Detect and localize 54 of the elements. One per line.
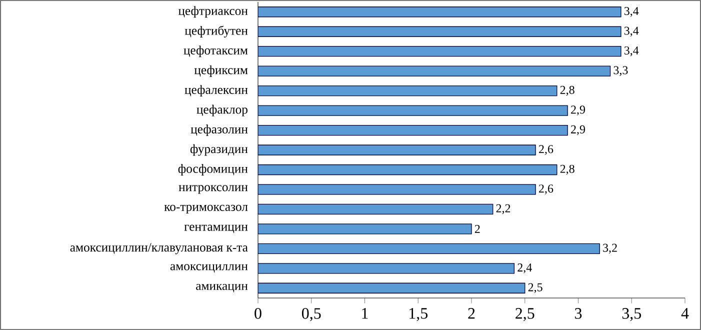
bar [258,26,622,37]
y-tick-label: цефалексин [184,85,248,97]
data-label: 3,2 [603,244,617,254]
data-label: 2 [474,224,480,233]
bar [258,85,558,96]
y-tick-label: цефтибутен [184,26,248,38]
data-label: 2,2 [496,204,510,214]
x-tick-label: 0,5 [302,308,321,322]
y-tick-label: фуразидин [190,144,248,156]
bar [258,6,622,18]
data-label: 3,4 [624,26,639,36]
x-tick-label: 1 [362,308,368,319]
data-label: 3,3 [614,66,628,76]
bar [258,263,515,274]
data-label: 2,5 [528,283,542,294]
y-tick-label: цефаклор [196,104,248,116]
data-label: 3,4 [624,46,639,56]
bar [258,144,536,156]
bar [258,105,568,116]
y-tick-label: цефиксим [194,65,248,77]
x-tick-label: 4 [681,308,689,319]
bar [258,184,536,195]
x-tick-label: 0 [254,308,262,319]
data-label: 2,8 [560,86,574,96]
bar [258,46,622,57]
x-tick-label: 2 [468,308,475,319]
y-tick-label: нитроксолин [178,185,248,194]
data-label: 2,8 [560,164,574,175]
x-tick-label: 2,5 [516,308,534,322]
bar [258,66,611,76]
bar [258,243,600,254]
y-tick-label: фосфомицин [178,164,248,176]
data-label: 2,6 [539,184,554,194]
y-tick-label: амоксициллин [170,264,248,273]
bar [258,164,558,176]
x-tick-label: 3,5 [622,308,641,322]
y-tick-label: цефотаксим [184,46,248,58]
data-label: 2,6 [539,145,554,155]
x-tick-label: 1,5 [410,308,428,322]
bar [258,282,526,294]
bar [258,204,494,215]
y-tick-label: гентамицин [184,224,248,234]
data-label: 2,9 [571,106,585,116]
data-label: 2,9 [571,125,585,136]
data-label: 3,4 [624,6,639,17]
bar [258,124,568,136]
y-tick-label: цефазолин [190,124,248,136]
y-tick-label: амикацин [196,284,248,292]
x-tick-label: 3 [575,308,582,319]
y-tick-label: амоксициллин/клавулановая к-та [70,243,248,254]
data-label: 2,4 [518,264,532,274]
y-tick-label: цефтриаксон [178,6,248,18]
y-tick-label: ко-тримоксазол [164,204,248,214]
bar [258,224,472,234]
